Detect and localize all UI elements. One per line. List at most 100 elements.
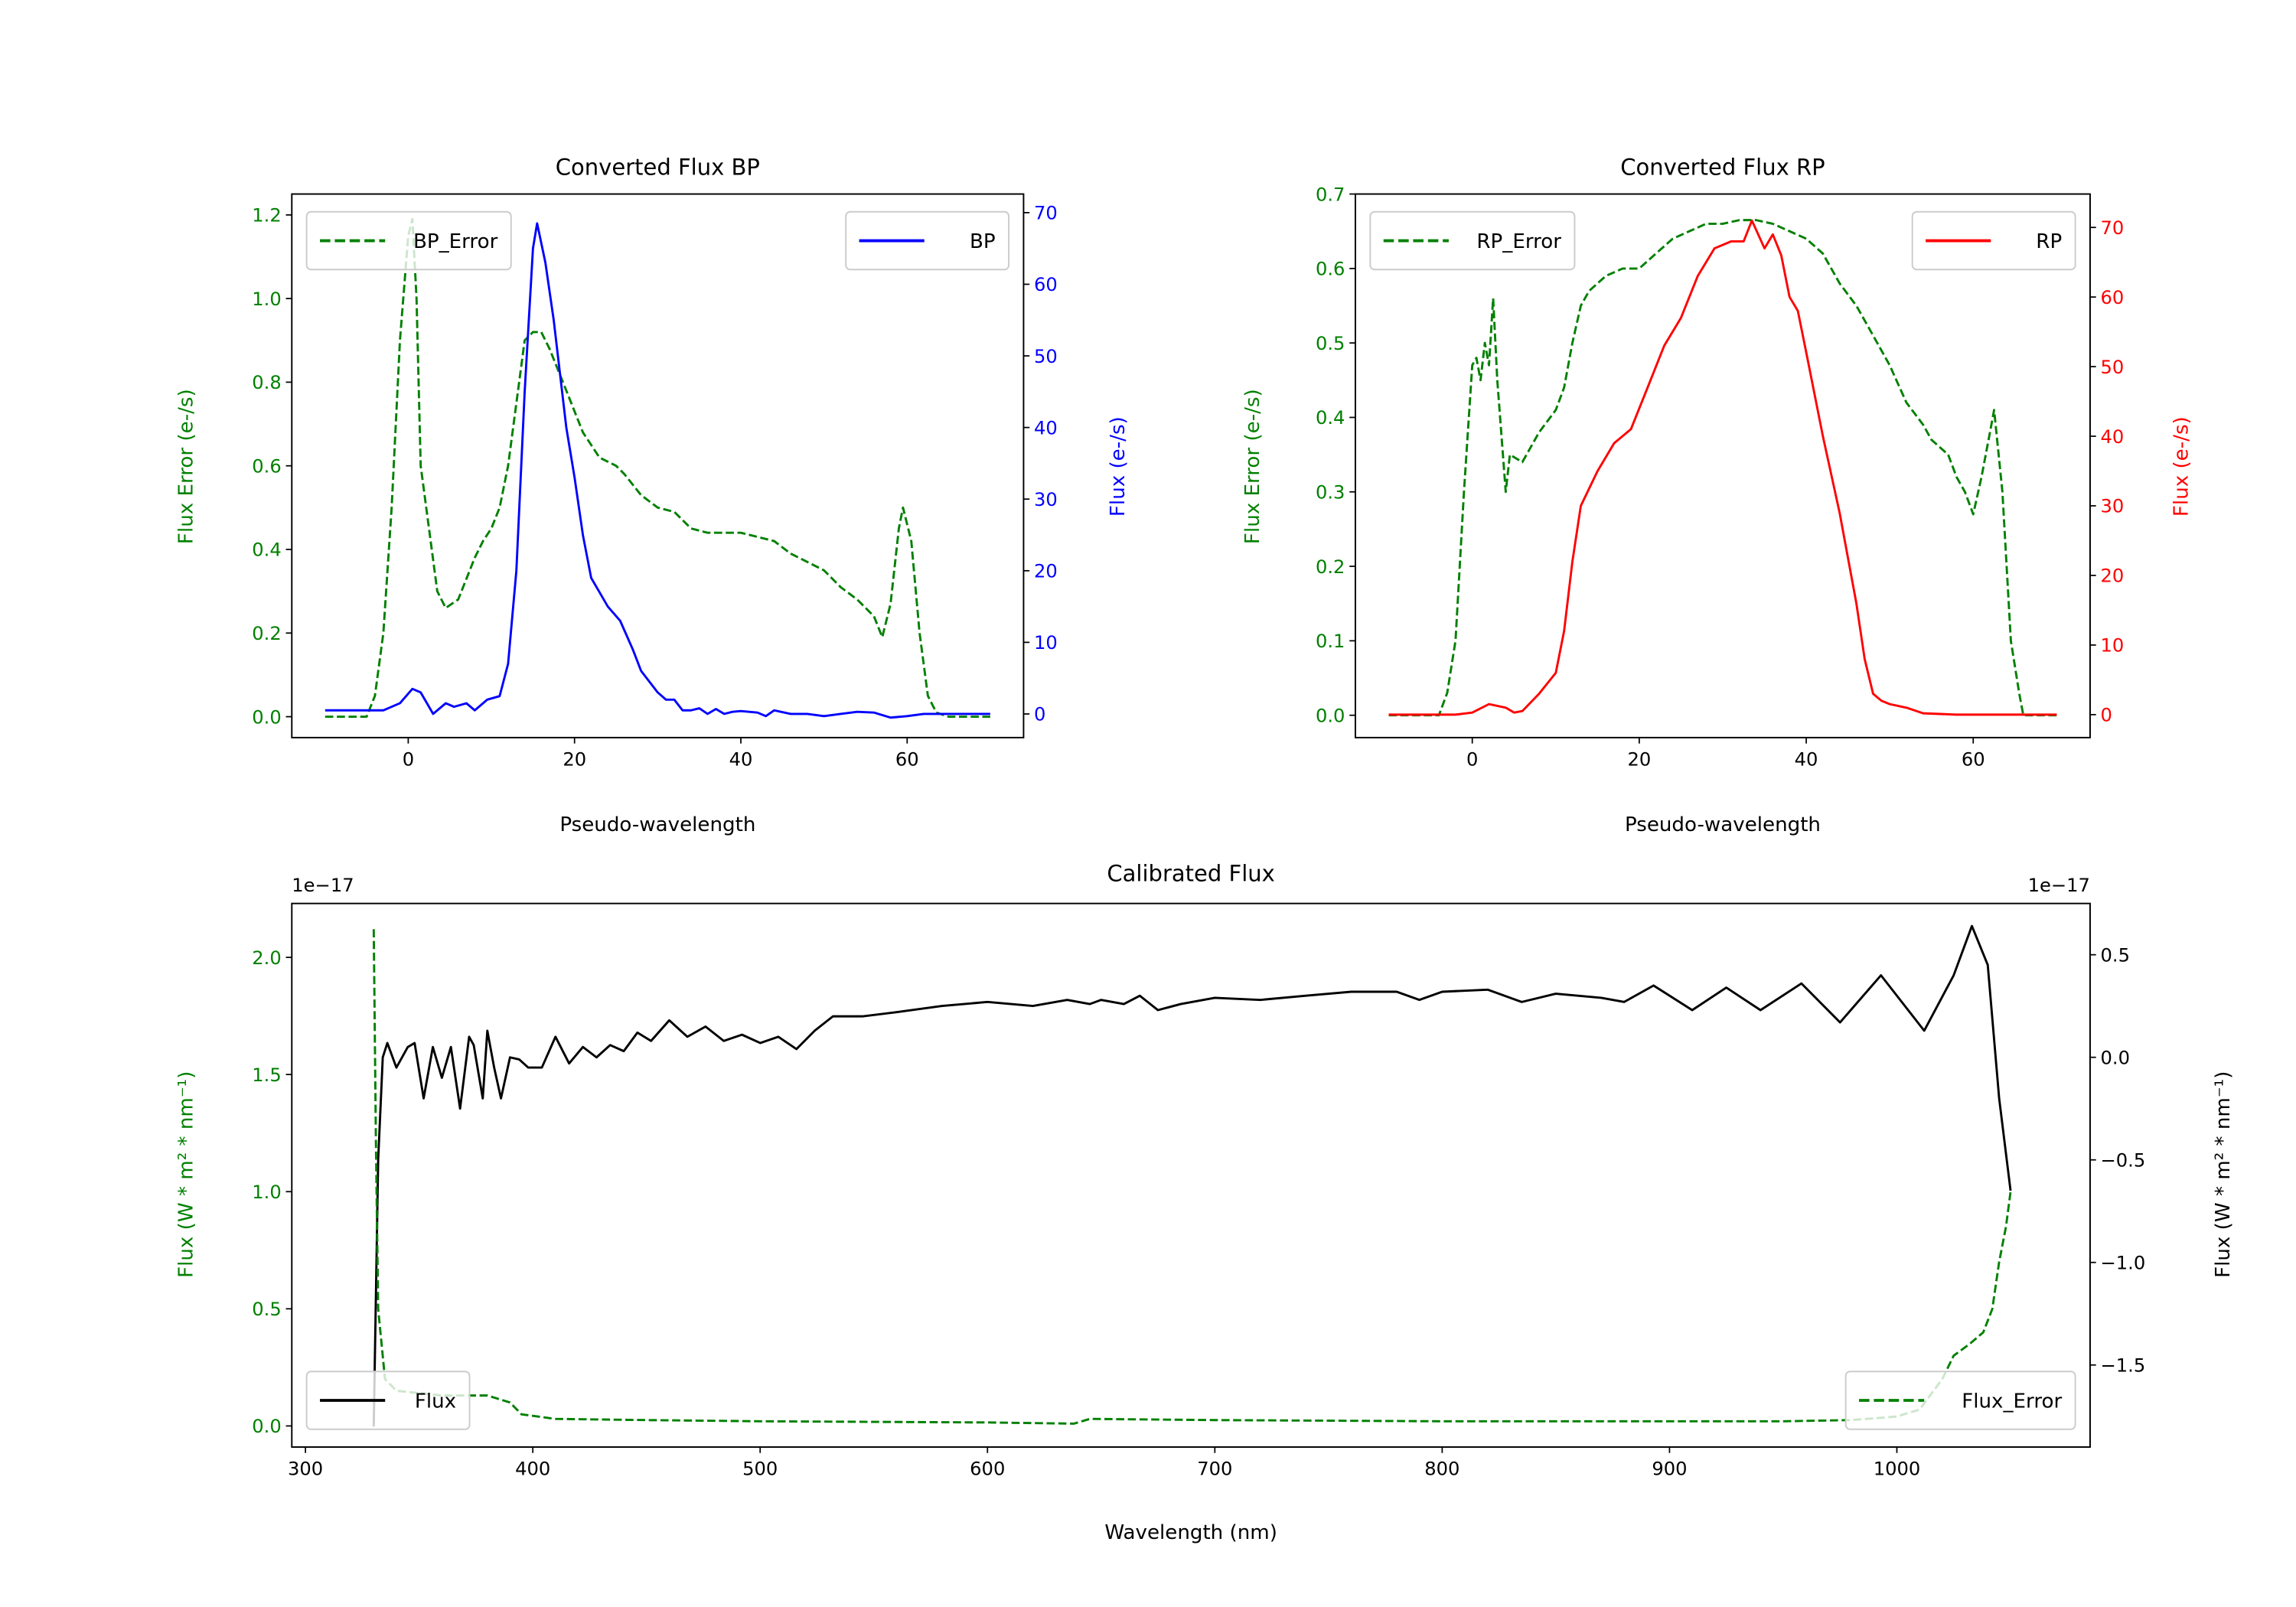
legend-label: BP [970,230,996,253]
rp-ytick-right-label: 70 [2101,217,2125,239]
cal-legend-flux-error: Flux_Error [1844,1371,2076,1430]
rp-series-rp-error [1388,219,2057,717]
rp-ytick-right-label: 30 [2101,496,2125,517]
legend-box [845,210,1010,271]
legend-label: Flux_Error [1962,1390,2062,1413]
bp-series-bp [325,222,990,719]
rp-ytick-left-label: 0.7 [1316,184,1345,205]
rp-ytick-left-label: 0.3 [1316,481,1345,503]
cal-offset-right: 1e−17 [2028,875,2090,896]
rp-xlabel: Pseudo-wavelength [1625,813,1821,836]
legend-label: RP_Error [1476,230,1561,253]
cal-xtick-label: 400 [515,1459,550,1480]
rp-ytick-right-label: 50 [2101,357,2125,378]
legend-label: Flux [415,1390,456,1413]
cal-ytick-right-label: −1.5 [2101,1354,2146,1376]
bp-ytick-left-label: 0.4 [252,539,281,561]
bp-ytick-left-label: 0.2 [252,623,281,644]
cal-ylabel-left: Flux (W * m² * nm⁻¹) [175,1071,198,1278]
bp-ytick-left-label: 1.0 [252,288,281,310]
legend-label: RP [2036,230,2062,253]
legend-box [305,210,512,271]
cal-xlabel: Wavelength (nm) [1104,1521,1277,1544]
bp-ytick-right-label: 10 [1034,632,1058,654]
bp-ytick-right-label: 40 [1034,417,1058,438]
rp-frame [1355,193,2091,738]
cal-ytick-right-label: 0.5 [2101,944,2130,966]
cal-ytick-left-label: 1.5 [252,1064,281,1086]
bp-ytick-right-label: 50 [1034,346,1058,367]
bp-ytick-right-label: 30 [1034,489,1058,510]
cal-ytick-right-label: 0.0 [2101,1047,2130,1068]
cal-xtick-label: 900 [1652,1459,1687,1480]
cal-xtick-label: 600 [970,1459,1005,1480]
cal-axes: 300 400 500 600 700 800 900 1000 0.0 0.5 1.0 1.5 2.0… [252,902,2146,1480]
cal-ytick-right-label: −0.5 [2101,1149,2146,1171]
cal-ytick-right-label: −1.0 [2101,1252,2146,1273]
rp-ytick-left-label: 0.5 [1316,333,1345,354]
bp-ylabel-left: Flux Error (e-/s) [175,389,198,544]
rp-ytick-left-label: 0.4 [1316,407,1345,429]
bp-title: Converted Flux BP [556,154,760,180]
legend-box [305,1371,471,1430]
bp-xlabel: Pseudo-wavelength [559,813,755,836]
legend-box [1911,210,2076,271]
cal-offset-left: 1e−17 [292,875,354,896]
cal-xtick-label: 300 [288,1459,323,1480]
cal-legend-flux: Flux [305,1371,471,1430]
bp-ylabel-right: Flux (e-/s) [1107,416,1130,517]
bp-xtick-label: 40 [729,749,753,771]
bp-ytick-right-label: 70 [1034,203,1058,224]
bp-ytick-left-label: 0.0 [252,706,281,728]
bp-xtick-label: 60 [895,749,919,771]
legend-label: BP_Error [413,230,498,253]
legend-box [1369,210,1576,271]
bp-ytick-left-label: 0.6 [252,455,281,477]
rp-ytick-left-label: 0.0 [1316,705,1345,726]
cal-xtick-label: 700 [1197,1459,1232,1480]
bp-legend-bp: BP [845,210,1010,271]
rp-series-rp [1388,219,2057,716]
cal-ytick-left-label: 0.0 [252,1416,281,1437]
cal-title: Calibrated Flux [1107,861,1274,887]
rp-ytick-left-label: 0.6 [1316,259,1345,280]
rp-axes: 0 20 40 60 0.0 0.1 0.2 0.3 0.4 0.5 0.6 0.7 0 10 20 30 40… [1316,184,2124,770]
bp-ytick-left-label: 1.2 [252,205,281,227]
bp-ytick-right-label: 20 [1034,561,1058,582]
cal-xtick-label: 1000 [1874,1459,1921,1480]
rp-ylabel-right: Flux (e-/s) [2170,416,2193,517]
rp-ylabel-left: Flux Error (e-/s) [1241,389,1264,544]
cal-ylabel-right: Flux (W * m² * nm⁻¹) [2212,1071,2235,1278]
rp-legend-rp-error: RP_Error [1369,210,1576,271]
bp-ytick-left-label: 0.8 [252,372,281,393]
bp-ytick-right-label: 60 [1034,274,1058,295]
rp-xtick-label: 40 [1795,749,1818,771]
cal-xtick-label: 800 [1424,1459,1459,1480]
rp-title: Converted Flux RP [1620,154,1825,180]
rp-ytick-right-label: 0 [2101,705,2112,726]
rp-ytick-right-label: 10 [2101,635,2125,657]
rp-xtick-label: 20 [1627,749,1651,771]
cal-frame [291,902,2091,1448]
cal-ytick-left-label: 1.0 [252,1182,281,1203]
rp-xtick-label: 0 [1466,749,1478,771]
rp-ytick-left-label: 0.1 [1316,631,1345,652]
rp-xtick-label: 60 [1962,749,1985,771]
bp-legend-bp-error: BP_Error [305,210,512,271]
bp-axes: 0 20 40 60 0.0 0.2 0.4 0.6 0.8 1.0 1.2 0 10 20 30 40 50 6… [252,193,1058,771]
rp-ytick-left-label: 0.2 [1316,556,1345,578]
cal-series-flux [372,924,2012,1427]
rp-ytick-right-label: 40 [2101,426,2125,448]
bp-series-bp-error [325,217,990,719]
bp-ytick-right-label: 0 [1034,704,1045,725]
rp-legend-rp: RP [1911,210,2076,271]
bp-xtick-label: 0 [403,749,414,771]
cal-ytick-left-label: 0.5 [252,1299,281,1320]
cal-ytick-left-label: 2.0 [252,947,281,969]
cal-xtick-label: 500 [742,1459,778,1480]
rp-ytick-right-label: 60 [2101,287,2125,308]
rp-ytick-right-label: 20 [2101,566,2125,587]
legend-box [1844,1371,2076,1430]
bp-xtick-label: 20 [563,749,586,771]
